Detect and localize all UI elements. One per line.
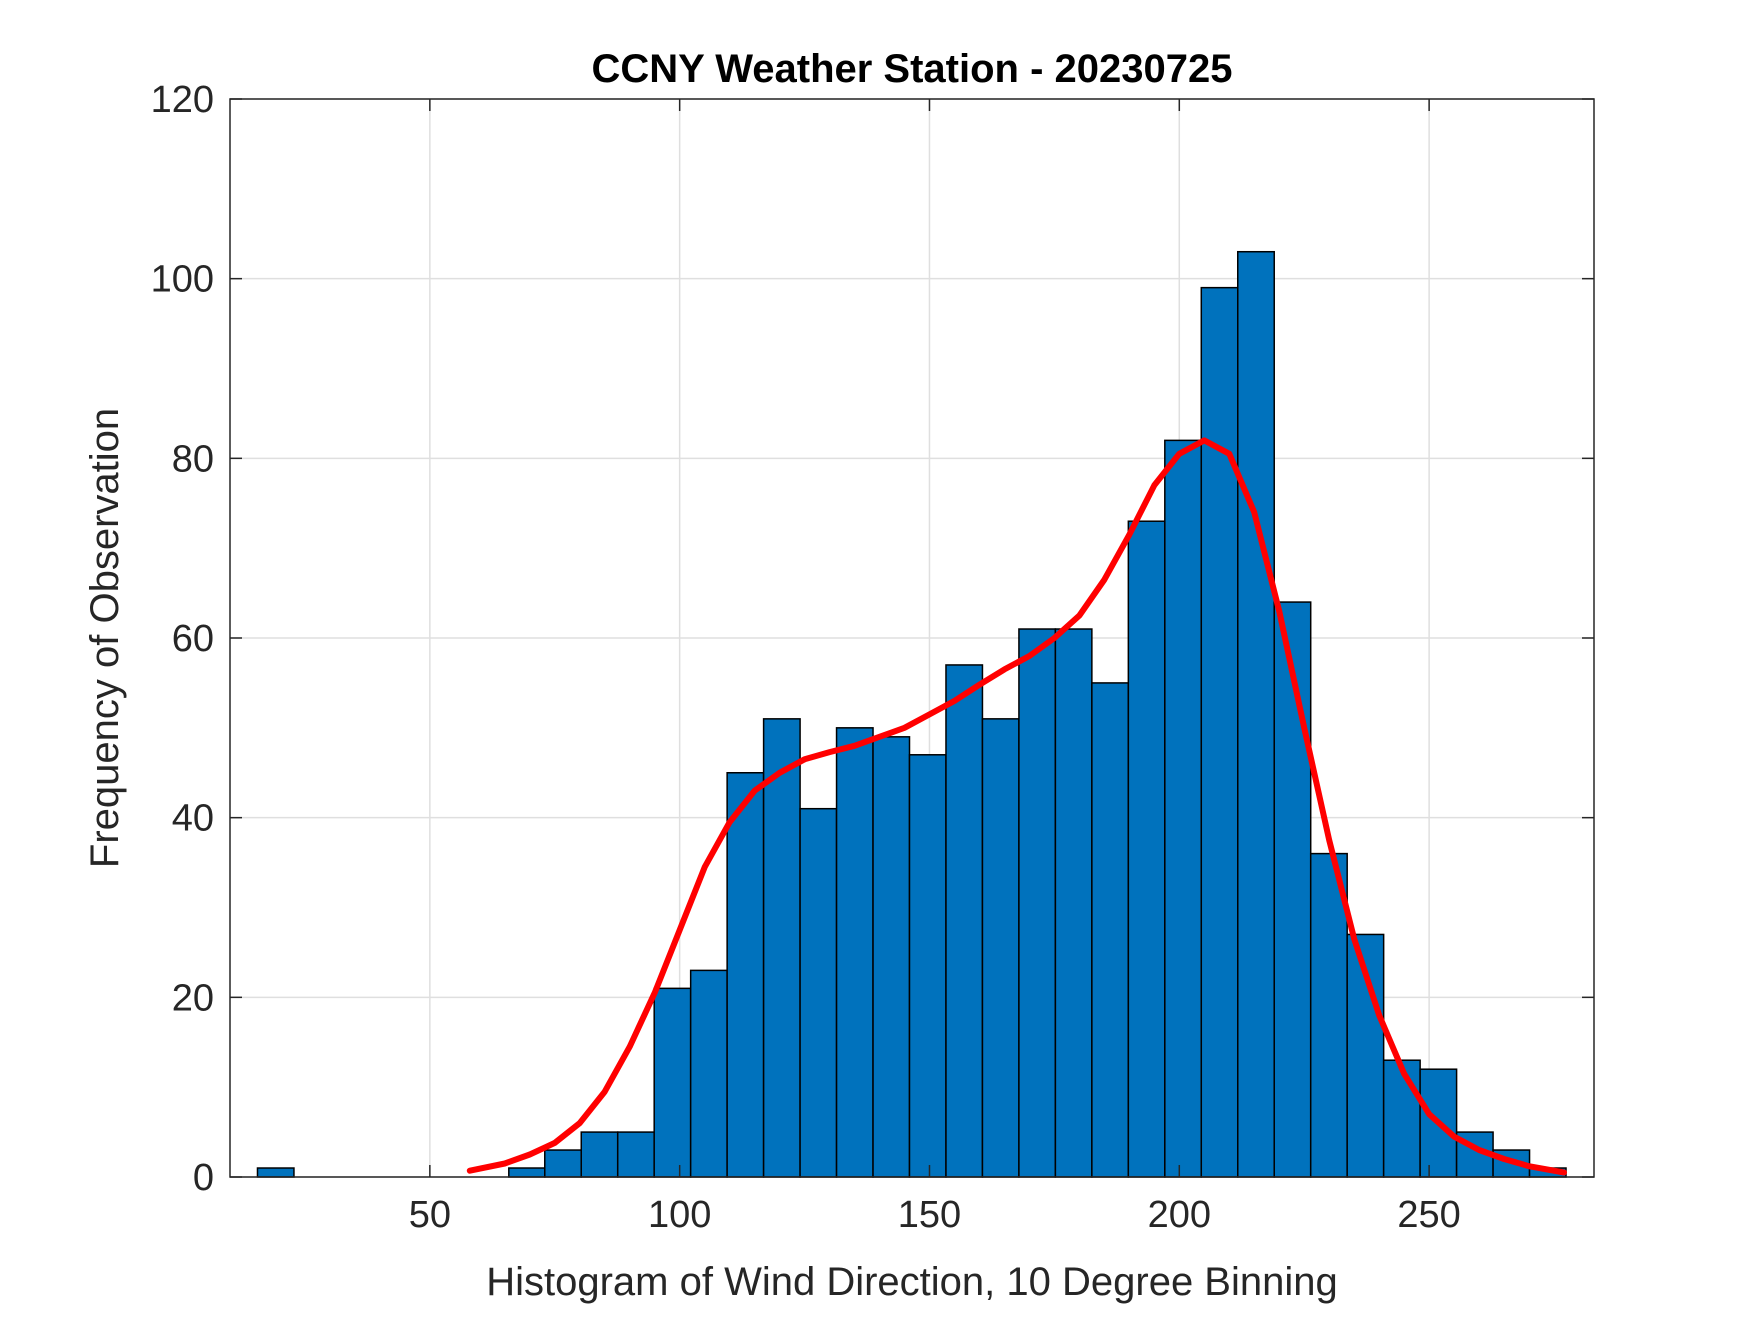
y-tick-label: 80: [172, 438, 214, 480]
histogram-bar: [799, 807, 838, 1178]
histogram-bar: [1018, 628, 1057, 1178]
histogram-bar: [1200, 286, 1239, 1178]
y-tick-label: 60: [172, 618, 214, 660]
histogram-bar: [981, 718, 1020, 1178]
histogram-bar: [544, 1149, 582, 1178]
x-tick-label: 100: [648, 1194, 711, 1236]
histogram-bar: [908, 754, 947, 1178]
histogram-bar: [1164, 439, 1203, 1178]
x-tick-label: 250: [1397, 1194, 1460, 1236]
histogram-bar: [726, 772, 765, 1178]
y-tick-label: 40: [172, 798, 214, 840]
x-axis-label: Histogram of Wind Direction, 10 Degree B…: [486, 1260, 1338, 1304]
histogram-bar: [1309, 852, 1348, 1178]
y-tick-label: 20: [172, 977, 214, 1019]
histogram-bar: [1382, 1059, 1421, 1178]
histogram-bar: [689, 969, 728, 1178]
histogram-bar: [580, 1131, 619, 1178]
axes: [229, 98, 1595, 1178]
x-tick-label: 150: [898, 1194, 961, 1236]
y-tick-label: 120: [151, 79, 214, 121]
tick-labels: 50 100 150 200 250 0 20 40 60 80 100 120: [151, 79, 1461, 1236]
histogram-bars: [256, 250, 1567, 1178]
histogram-bar: [872, 736, 911, 1178]
histogram-bar: [616, 1131, 655, 1178]
histogram-bar: [1237, 250, 1275, 1178]
y-tick-label: 0: [193, 1157, 214, 1199]
x-tick-label: 200: [1148, 1194, 1211, 1236]
histogram-bar: [1054, 628, 1093, 1178]
histogram-bar: [1091, 682, 1130, 1178]
histogram-bar: [256, 1167, 295, 1178]
histogram-bar: [1127, 520, 1166, 1178]
x-tick-label: 50: [409, 1194, 451, 1236]
histogram-bar: [762, 718, 801, 1178]
y-tick-label: 100: [151, 259, 214, 301]
histogram-bar: [945, 664, 984, 1178]
y-axis-label: Frequency of Observation: [83, 408, 127, 868]
density-fit-curve: [466, 437, 1567, 1176]
histogram-bar: [508, 1167, 546, 1178]
chart-title: CCNY Weather Station - 20230725: [592, 47, 1233, 91]
histogram-bar: [653, 987, 692, 1178]
histogram-bar: [835, 727, 874, 1178]
histogram-bar: [1273, 601, 1312, 1178]
